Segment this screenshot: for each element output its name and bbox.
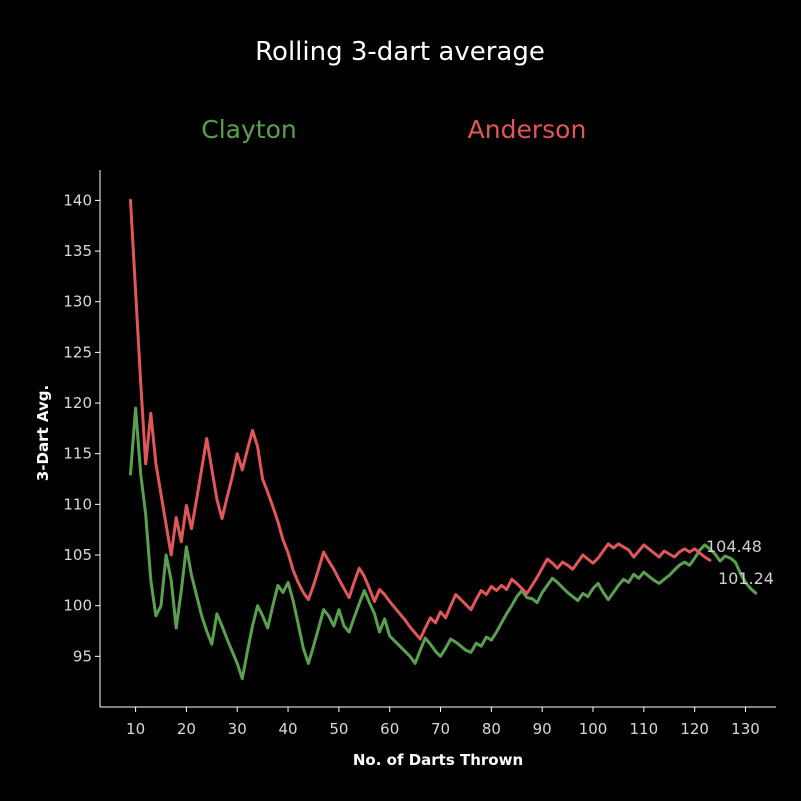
chart-title: Rolling 3-dart average (255, 37, 545, 67)
series-line-clayton (129, 406, 758, 681)
x-tick-label: 20 (177, 720, 196, 738)
series-line-anderson (129, 198, 712, 641)
end-label-anderson: 104.48 (706, 537, 762, 556)
x-tick-label: 100 (579, 720, 608, 738)
x-axis-label: No. of Darts Thrown (353, 751, 523, 769)
x-tick-label: 70 (431, 720, 450, 738)
x-axis-ticks: 10 20 30 40 50 60 70 80 90 100 110 120 130 (126, 707, 760, 738)
end-label-clayton: 101.24 (718, 569, 774, 588)
x-tick-label: 50 (329, 720, 348, 738)
y-tick-label: 120 (63, 394, 92, 412)
y-tick-label: 115 (63, 445, 92, 463)
y-tick-label: 110 (63, 495, 92, 513)
y-tick-label: 130 (63, 293, 92, 311)
y-tick-label: 135 (63, 242, 92, 260)
series-layer (129, 198, 758, 681)
x-tick-label: 10 (126, 720, 145, 738)
y-tick-label: 95 (73, 647, 92, 665)
x-tick-label: 60 (380, 720, 399, 738)
y-tick-label: 105 (63, 546, 92, 564)
x-tick-label: 30 (228, 720, 247, 738)
y-axis-ticks: 95 100 105 110 115 120 125 130 135 140 (63, 191, 100, 665)
legend-clayton: Clayton (201, 115, 296, 144)
y-tick-label: 125 (63, 343, 92, 361)
x-tick-label: 80 (482, 720, 501, 738)
x-tick-label: 40 (279, 720, 298, 738)
x-tick-label: 130 (731, 720, 760, 738)
x-tick-label: 110 (630, 720, 659, 738)
y-axis-label: 3-Dart Avg. (34, 385, 52, 481)
legend-anderson: Anderson (468, 115, 587, 144)
x-tick-label: 90 (533, 720, 552, 738)
y-tick-label: 100 (63, 597, 92, 615)
x-tick-label: 120 (680, 720, 709, 738)
y-tick-label: 140 (63, 191, 92, 209)
